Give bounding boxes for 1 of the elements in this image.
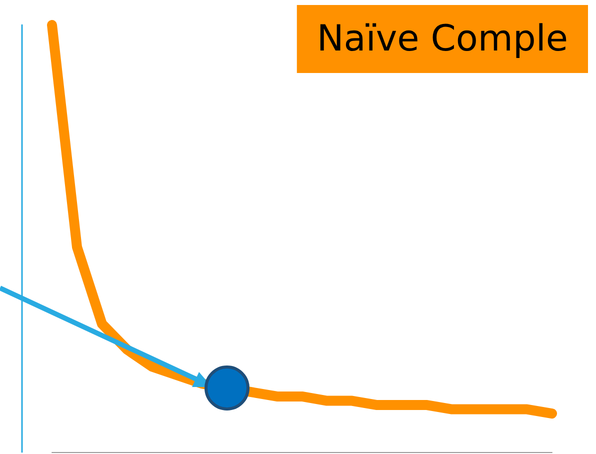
chart-title: Naïve Comple [316, 18, 568, 60]
